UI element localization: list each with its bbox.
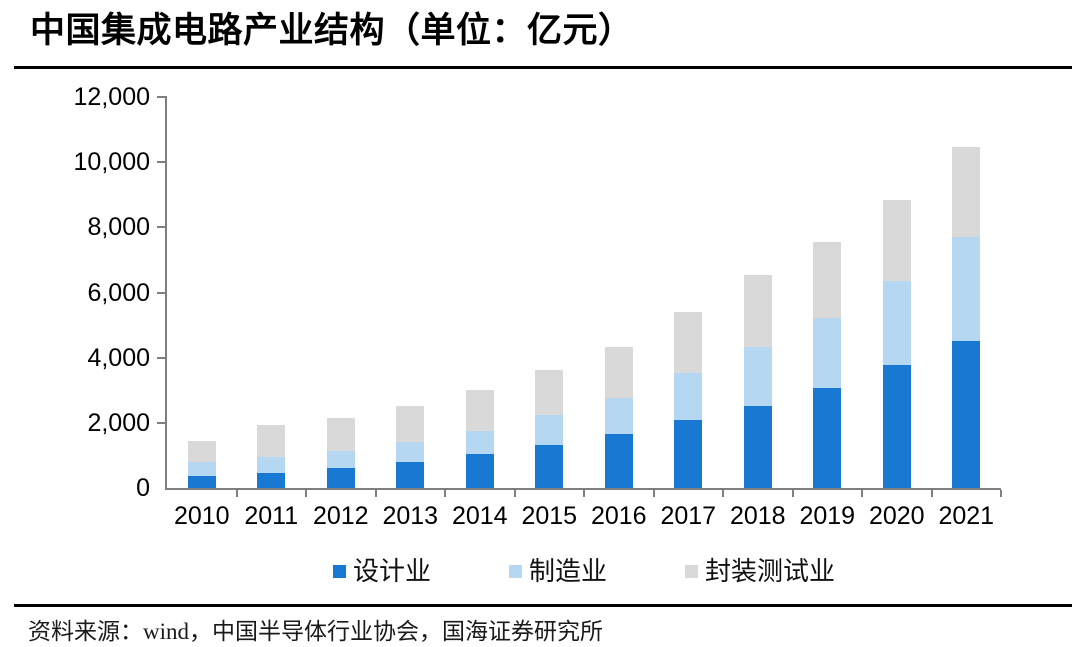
y-tick-label: 2,000 — [87, 408, 150, 437]
x-axis-tick — [930, 490, 933, 497]
bar-segment — [396, 406, 425, 443]
bar-segment — [257, 425, 286, 458]
bar-segment — [535, 370, 564, 416]
bar-segment — [535, 444, 564, 488]
legend-item: 制造业 — [508, 556, 607, 588]
bar-segment — [813, 241, 842, 319]
y-axis-tick — [157, 291, 165, 294]
x-tick-label: 2018 — [729, 502, 786, 530]
bar-segment — [535, 415, 564, 445]
bar-segment — [674, 311, 703, 374]
bar-segment — [257, 472, 286, 488]
bar-segment — [882, 281, 911, 365]
legend-label: 设计业 — [352, 557, 431, 586]
legend-item: 设计业 — [332, 556, 431, 588]
bar-segment — [465, 453, 494, 488]
source-note: 资料来源：wind，中国半导体行业协会，国海证券研究所 — [28, 619, 603, 644]
x-tick-label: 2013 — [382, 502, 439, 530]
bar-segment — [882, 199, 911, 282]
bar-segment — [326, 451, 355, 468]
y-axis-tick — [157, 161, 165, 164]
x-axis-tick — [305, 490, 307, 497]
x-tick-label: 2015 — [521, 502, 578, 530]
bar-segment — [326, 467, 355, 488]
bar-segment — [674, 373, 703, 421]
x-axis-tick — [1000, 490, 1002, 497]
y-axis-tick — [157, 96, 165, 98]
bar-segment — [743, 346, 772, 406]
legend-item: 封装测试业 — [685, 556, 835, 588]
x-axis-tick — [722, 490, 724, 497]
y-tick-label: 10,000 — [73, 148, 150, 177]
x-tick-label: 2017 — [660, 502, 717, 530]
y-tick-label: 0 — [136, 474, 150, 502]
y-tick-label: 12,000 — [73, 83, 150, 111]
y-tick-label: 8,000 — [87, 213, 150, 242]
bar-segment — [882, 364, 911, 488]
bar-segment — [952, 147, 981, 238]
bar-segment — [187, 476, 216, 488]
bar-segment — [257, 457, 286, 473]
bar-segment — [326, 417, 355, 452]
x-axis-tick — [652, 490, 655, 497]
y-axis-line — [165, 96, 167, 490]
bar-segment — [396, 461, 425, 488]
x-axis-tick — [444, 490, 446, 497]
bar-segment — [604, 434, 633, 488]
y-axis-tick — [157, 421, 165, 424]
bar-segment — [674, 420, 703, 488]
bar-segment — [813, 388, 842, 488]
x-tick-label: 2016 — [590, 502, 647, 530]
bar-segment — [743, 275, 772, 347]
bar-segment — [952, 340, 981, 488]
bar-segment — [604, 397, 633, 435]
legend-swatch-icon — [685, 565, 698, 578]
top-divider — [14, 66, 1072, 69]
bar-segment — [187, 461, 216, 477]
legend-label: 制造业 — [528, 557, 607, 586]
x-axis-tick — [791, 490, 794, 497]
x-tick-label: 2011 — [244, 502, 299, 530]
x-tick-label: 2010 — [173, 502, 230, 530]
y-axis-tick — [157, 356, 165, 359]
x-axis-tick — [374, 490, 377, 497]
bar-segment — [465, 389, 494, 431]
y-axis-tick — [157, 226, 165, 229]
chart-title: 中国集成电路产业结构（单位：亿元） — [30, 11, 634, 50]
x-tick-label: 2019 — [799, 502, 856, 530]
bar-segment — [396, 442, 425, 462]
bar-segment — [604, 346, 633, 398]
x-tick-label: 2021 — [938, 502, 995, 530]
x-tick-label: 2012 — [312, 502, 369, 530]
x-axis-tick — [235, 490, 238, 497]
bar-segment — [813, 318, 842, 389]
x-axis-tick — [861, 490, 863, 497]
bar-segment — [743, 405, 772, 488]
x-axis-tick — [513, 490, 516, 497]
legend-label: 封装测试业 — [705, 557, 836, 586]
x-tick-label: 2014 — [451, 502, 508, 530]
legend-swatch-icon — [332, 565, 346, 578]
y-tick-label: 4,000 — [87, 343, 150, 372]
x-tick-label: 2020 — [868, 502, 925, 530]
bar-segment — [187, 441, 216, 462]
bottom-divider — [14, 604, 1072, 607]
y-tick-label: 6,000 — [87, 278, 150, 307]
bar-segment — [465, 430, 494, 454]
x-axis-line — [165, 488, 1001, 490]
chart-legend: 设计业 制造业 封装测试业 — [167, 556, 1001, 588]
legend-swatch-icon — [508, 565, 522, 578]
x-axis-tick — [583, 490, 585, 497]
bar-segment — [952, 237, 981, 341]
